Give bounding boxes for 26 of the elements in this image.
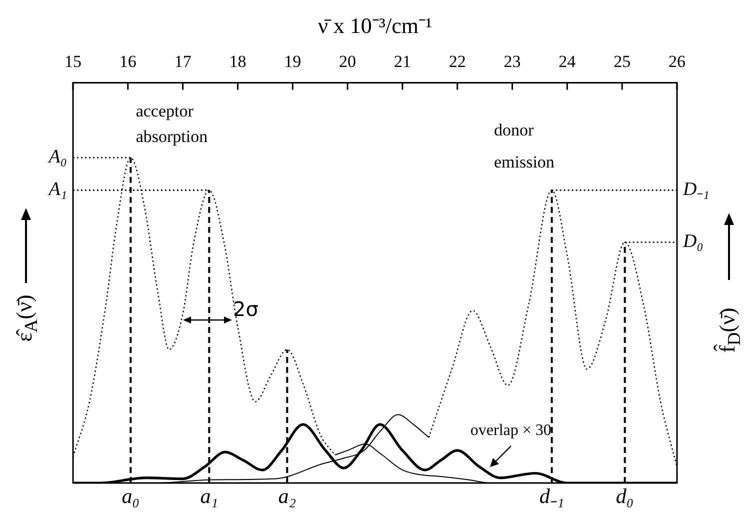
annotation: donor emission [494,120,555,172]
series-label: A₁ [46,179,67,200]
text: acceptor absorption [136,101,208,146]
x-tick-label: 26 [668,52,686,72]
annotation: overlap × 30 [470,422,552,440]
x-tick-label: 15 [64,52,82,72]
x-tick-label: 16 [119,52,136,72]
annotation: 2σ [233,297,259,322]
series-label: a₁ [200,484,218,508]
x-tick-label: 19 [284,52,302,72]
x-tick-label: 17 [174,52,192,72]
x-axis-title: ν̄ x 10⁻³/cm⁻¹ [318,12,432,38]
x-tick-label: 25 [614,52,631,72]
series-label: A₀ [46,146,67,168]
series-label: a₀ [122,484,140,508]
series-label: d₀ [616,484,634,508]
x-tick-label: 23 [504,52,521,72]
x-tick-label: 24 [558,52,576,72]
series-label: D₀ [682,231,704,252]
x-tick-label: 21 [394,52,411,72]
series-label: a₂ [278,484,296,508]
x-tick-label: 18 [229,52,246,72]
x-tick-label: 22 [448,52,466,72]
series-label: d₋₁ [539,484,564,508]
series-label: D₋₁ [682,179,710,200]
x-tick-label: 20 [339,52,356,72]
